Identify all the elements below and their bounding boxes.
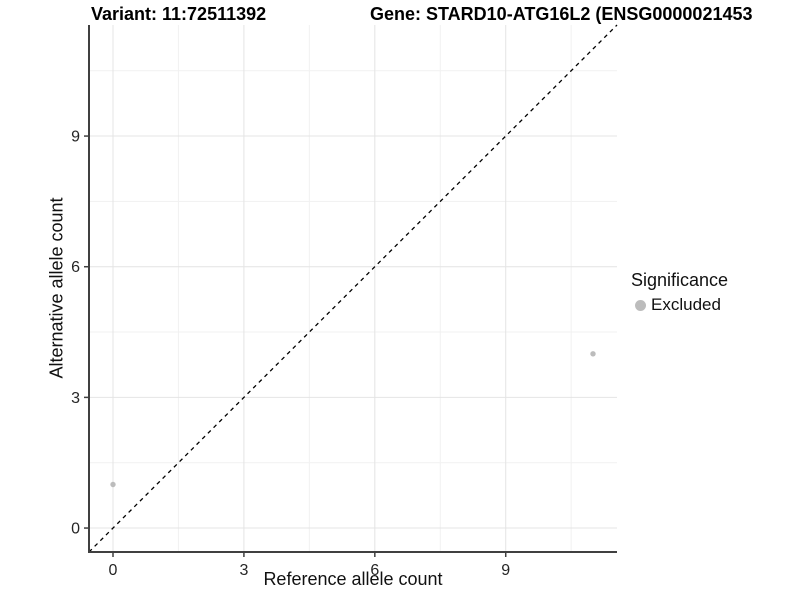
x-axis-title: Reference allele count: [263, 569, 443, 589]
legend: Significance Excluded: [631, 270, 728, 315]
y-tick-label: 9: [71, 129, 80, 146]
y-tick-label: 3: [71, 390, 80, 407]
data-point: [590, 351, 596, 357]
plot-title-variant: Variant: 11:72511392: [91, 4, 267, 24]
plot-title-gene: Gene: STARD10-ATG16L2 (ENSG0000021453: [370, 4, 753, 24]
x-tick-label: 0: [109, 562, 118, 579]
x-tick-label: 6: [370, 562, 379, 579]
legend-item-excluded: Excluded: [631, 295, 728, 315]
legend-key-dot-icon: [635, 299, 646, 311]
y-axis-title: Alternative allele count: [46, 197, 67, 379]
x-tick-label: 9: [501, 562, 510, 579]
legend-item-label: Excluded: [651, 295, 721, 314]
x-tick-label: 3: [239, 562, 248, 579]
legend-title: Significance: [631, 270, 729, 290]
identity-line: [88, 24, 618, 553]
y-tick-label: 6: [71, 259, 80, 276]
y-tick-label: 0: [71, 521, 80, 538]
data-point: [110, 481, 116, 488]
